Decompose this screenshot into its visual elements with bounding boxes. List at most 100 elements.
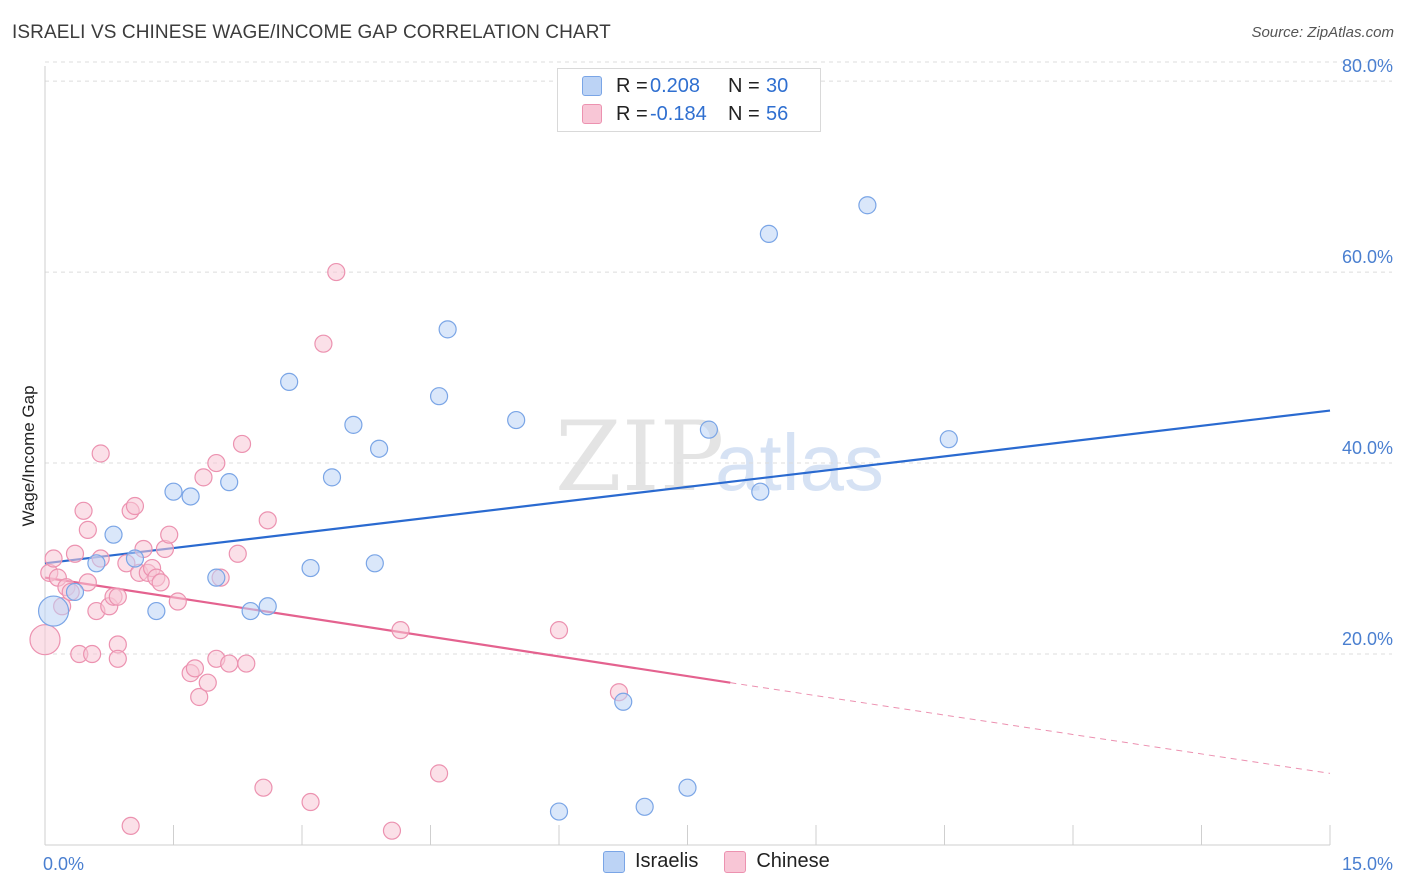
chinese-point xyxy=(29,624,61,656)
israelis-point xyxy=(37,595,70,627)
chinese-point xyxy=(327,262,346,282)
israelis-point xyxy=(322,468,342,487)
y-tick-label: 80.0% xyxy=(1342,56,1393,76)
israelis-point xyxy=(280,372,299,391)
legend-item-israelis[interactable]: Israelis xyxy=(603,850,698,873)
israelis-point xyxy=(207,568,226,587)
chinese-point xyxy=(314,334,333,353)
zipatlas-watermark: ZIP atlas xyxy=(555,401,884,513)
israelis-point xyxy=(65,582,85,602)
israelis-point xyxy=(164,482,183,501)
israelis-point xyxy=(365,554,384,573)
israelis-point xyxy=(549,802,569,821)
chinese-point xyxy=(168,592,187,611)
chinese-point xyxy=(83,644,102,664)
legend-item-chinese[interactable]: Chinese xyxy=(724,850,830,873)
legend-label: Chinese xyxy=(756,850,830,872)
svg-text:ZIP: ZIP xyxy=(555,401,724,513)
trend-lines xyxy=(44,409,1331,774)
chinese-point xyxy=(108,649,127,668)
israelis-point xyxy=(87,554,106,573)
chinese-point xyxy=(429,764,449,783)
chinese-point xyxy=(44,549,63,568)
israelis-swatch xyxy=(603,850,625,873)
r-label: R = xyxy=(616,102,648,125)
chinese-point xyxy=(108,587,127,606)
chinese-point xyxy=(74,501,93,520)
chinese-point xyxy=(198,673,217,692)
chinese-trend-line xyxy=(44,576,731,684)
chinese-point xyxy=(228,544,247,563)
chinese-point xyxy=(91,444,110,463)
y-tick-label: 20.0% xyxy=(1342,629,1393,649)
israelis-point xyxy=(858,196,877,215)
chinese-trend-line xyxy=(730,682,1331,774)
chinese-point xyxy=(549,621,569,640)
n-label: N = xyxy=(728,74,760,97)
n-label: N = xyxy=(728,102,760,125)
israelis-point xyxy=(429,387,449,406)
chinese-point xyxy=(258,511,277,530)
chinese-point xyxy=(391,621,410,640)
data-points xyxy=(29,196,958,840)
chinese-point xyxy=(301,792,320,812)
israelis-swatch xyxy=(582,76,602,96)
israelis-point xyxy=(147,601,166,621)
chinese-point xyxy=(185,659,205,678)
israelis-trend-line xyxy=(44,409,1331,565)
chinese-point xyxy=(194,468,213,487)
n-value: 56 xyxy=(766,102,789,125)
chinese-point xyxy=(207,453,226,473)
israelis-point xyxy=(438,320,457,339)
n-value: 30 xyxy=(766,74,789,97)
r-label: R = xyxy=(616,74,648,97)
svg-text:atlas: atlas xyxy=(715,418,884,507)
israelis-point xyxy=(507,410,526,430)
grid-lines xyxy=(45,61,1392,655)
israelis-point xyxy=(301,558,320,578)
r-value: -0.184 xyxy=(650,102,707,125)
israelis-point xyxy=(241,601,260,621)
chinese-point xyxy=(237,654,256,673)
chinese-point xyxy=(125,496,145,516)
chinese-point xyxy=(151,573,170,592)
chinese-swatch xyxy=(724,850,747,873)
chinese-point xyxy=(65,544,85,563)
chinese-point xyxy=(254,778,273,797)
r-value: 0.208 xyxy=(650,74,701,97)
israelis-point xyxy=(635,797,654,816)
y-tick-label: 40.0% xyxy=(1342,438,1393,458)
chinese-point xyxy=(190,687,209,707)
israelis-point xyxy=(344,415,363,434)
legend-row-chinese: R = -0.184 N = 56 xyxy=(582,101,788,127)
x-tick-label: 0.0% xyxy=(43,854,84,874)
chinese-point xyxy=(78,520,97,539)
israelis-point xyxy=(678,778,697,797)
source-label: Source: ZipAtlas.com xyxy=(1251,24,1394,41)
correlation-legend: R = 0.208 N = 30 R = -0.184 N = 56 xyxy=(557,68,821,132)
y-axis-title: Wage/Income Gap xyxy=(19,385,38,526)
series-legend: Israelis Chinese xyxy=(603,850,856,873)
chart-title: ISRAELI VS CHINESE WAGE/INCOME GAP CORRE… xyxy=(12,22,611,43)
legend-row-israelis: R = 0.208 N = 30 xyxy=(582,73,788,99)
israelis-point xyxy=(370,439,389,458)
israelis-point xyxy=(258,597,277,616)
israelis-point xyxy=(939,430,958,449)
legend-label: Israelis xyxy=(635,850,699,872)
chinese-point xyxy=(78,573,97,592)
israelis-point xyxy=(181,487,200,506)
israelis-point xyxy=(759,224,778,243)
israelis-point xyxy=(751,482,770,501)
israelis-point xyxy=(699,420,719,439)
israelis-point xyxy=(220,473,239,492)
chinese-swatch xyxy=(582,104,602,124)
chinese-point xyxy=(121,816,140,836)
israelis-point xyxy=(125,549,145,568)
x-tick-label: 15.0% xyxy=(1342,854,1393,874)
israelis-point xyxy=(614,692,633,711)
tick-labels: 20.0% 40.0% 60.0% 80.0% 0.0% 15.0% xyxy=(43,56,1393,874)
chinese-point xyxy=(232,434,252,454)
axes xyxy=(44,66,1331,846)
y-tick-label: 60.0% xyxy=(1342,247,1393,267)
